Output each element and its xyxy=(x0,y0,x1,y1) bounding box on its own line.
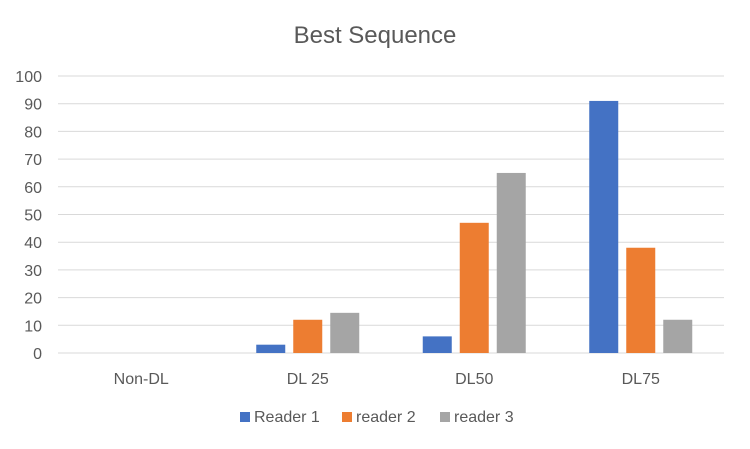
y-tick-label: 10 xyxy=(24,318,42,335)
y-tick-label: 70 xyxy=(24,152,42,169)
x-category-label: DL50 xyxy=(455,371,493,388)
legend-label: reader 3 xyxy=(454,409,514,426)
y-tick-label: 90 xyxy=(24,97,42,114)
legend-swatch xyxy=(342,412,352,422)
bar-reader-1-3 xyxy=(589,100,619,354)
bar-reader-2-3 xyxy=(626,247,656,353)
bar-reader-1-1 xyxy=(256,344,286,353)
bar-reader-2-2 xyxy=(459,222,489,353)
legend-swatch xyxy=(440,412,450,422)
x-category-label: DL 25 xyxy=(287,371,329,388)
bar-reader-2-1 xyxy=(293,319,323,353)
gridlines xyxy=(58,75,724,354)
bar-reader-3-2 xyxy=(496,172,526,353)
y-tick-label: 0 xyxy=(33,346,42,363)
x-category-label: DL75 xyxy=(622,371,660,388)
y-tick-label: 60 xyxy=(24,180,42,197)
chart-title: Best Sequence xyxy=(294,22,457,49)
x-category-label: Non-DL xyxy=(114,371,169,388)
y-tick-label: 80 xyxy=(24,124,42,141)
y-axis-ticks: 0 10 20 30 40 50 60 70 80 90 100 xyxy=(15,69,42,363)
y-tick-label: 50 xyxy=(24,208,42,225)
legend-label: reader 2 xyxy=(356,409,416,426)
legend-swatch xyxy=(240,412,250,422)
legend-label: Reader 1 xyxy=(254,409,320,426)
bar-reader-1-2 xyxy=(422,336,452,353)
bars xyxy=(256,100,693,354)
y-tick-label: 20 xyxy=(24,291,42,308)
bar-reader-3-1 xyxy=(330,312,360,353)
y-tick-label: 40 xyxy=(24,235,42,252)
bar-reader-3-3 xyxy=(663,319,693,353)
x-axis-categories: Non-DL DL 25 DL50 DL75 xyxy=(114,371,660,388)
y-tick-label: 30 xyxy=(24,263,42,280)
legend: Reader 1 reader 2 reader 3 xyxy=(240,409,514,426)
y-tick-label: 100 xyxy=(15,69,42,86)
